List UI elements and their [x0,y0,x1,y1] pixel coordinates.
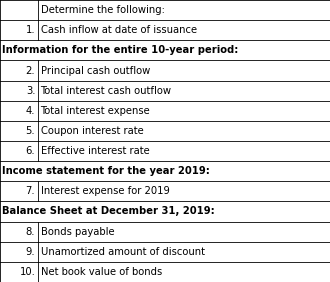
Text: Net book value of bonds: Net book value of bonds [41,267,162,277]
Text: Information for the entire 10-year period:: Information for the entire 10-year perio… [2,45,238,55]
Text: Effective interest rate: Effective interest rate [41,146,149,156]
Text: 2.: 2. [26,65,35,76]
Text: Cash inflow at date of issuance: Cash inflow at date of issuance [41,25,197,35]
Text: 5.: 5. [26,126,35,136]
Text: 10.: 10. [19,267,35,277]
Text: 6.: 6. [26,146,35,156]
Text: Coupon interest rate: Coupon interest rate [41,126,143,136]
Text: 3.: 3. [26,86,35,96]
Text: Total interest expense: Total interest expense [41,106,150,116]
Text: 1.: 1. [26,25,35,35]
Text: Principal cash outflow: Principal cash outflow [41,65,150,76]
Text: Total interest cash outflow: Total interest cash outflow [41,86,172,96]
Text: 7.: 7. [26,186,35,196]
Text: Determine the following:: Determine the following: [41,5,164,15]
Text: Interest expense for 2019: Interest expense for 2019 [41,186,170,196]
Text: 8.: 8. [26,227,35,237]
Text: 4.: 4. [26,106,35,116]
Text: Bonds payable: Bonds payable [41,227,114,237]
Text: Unamortized amount of discount: Unamortized amount of discount [41,247,205,257]
Text: 9.: 9. [26,247,35,257]
Text: Income statement for the year 2019:: Income statement for the year 2019: [2,166,210,176]
Text: Balance Sheet at December 31, 2019:: Balance Sheet at December 31, 2019: [2,206,215,217]
